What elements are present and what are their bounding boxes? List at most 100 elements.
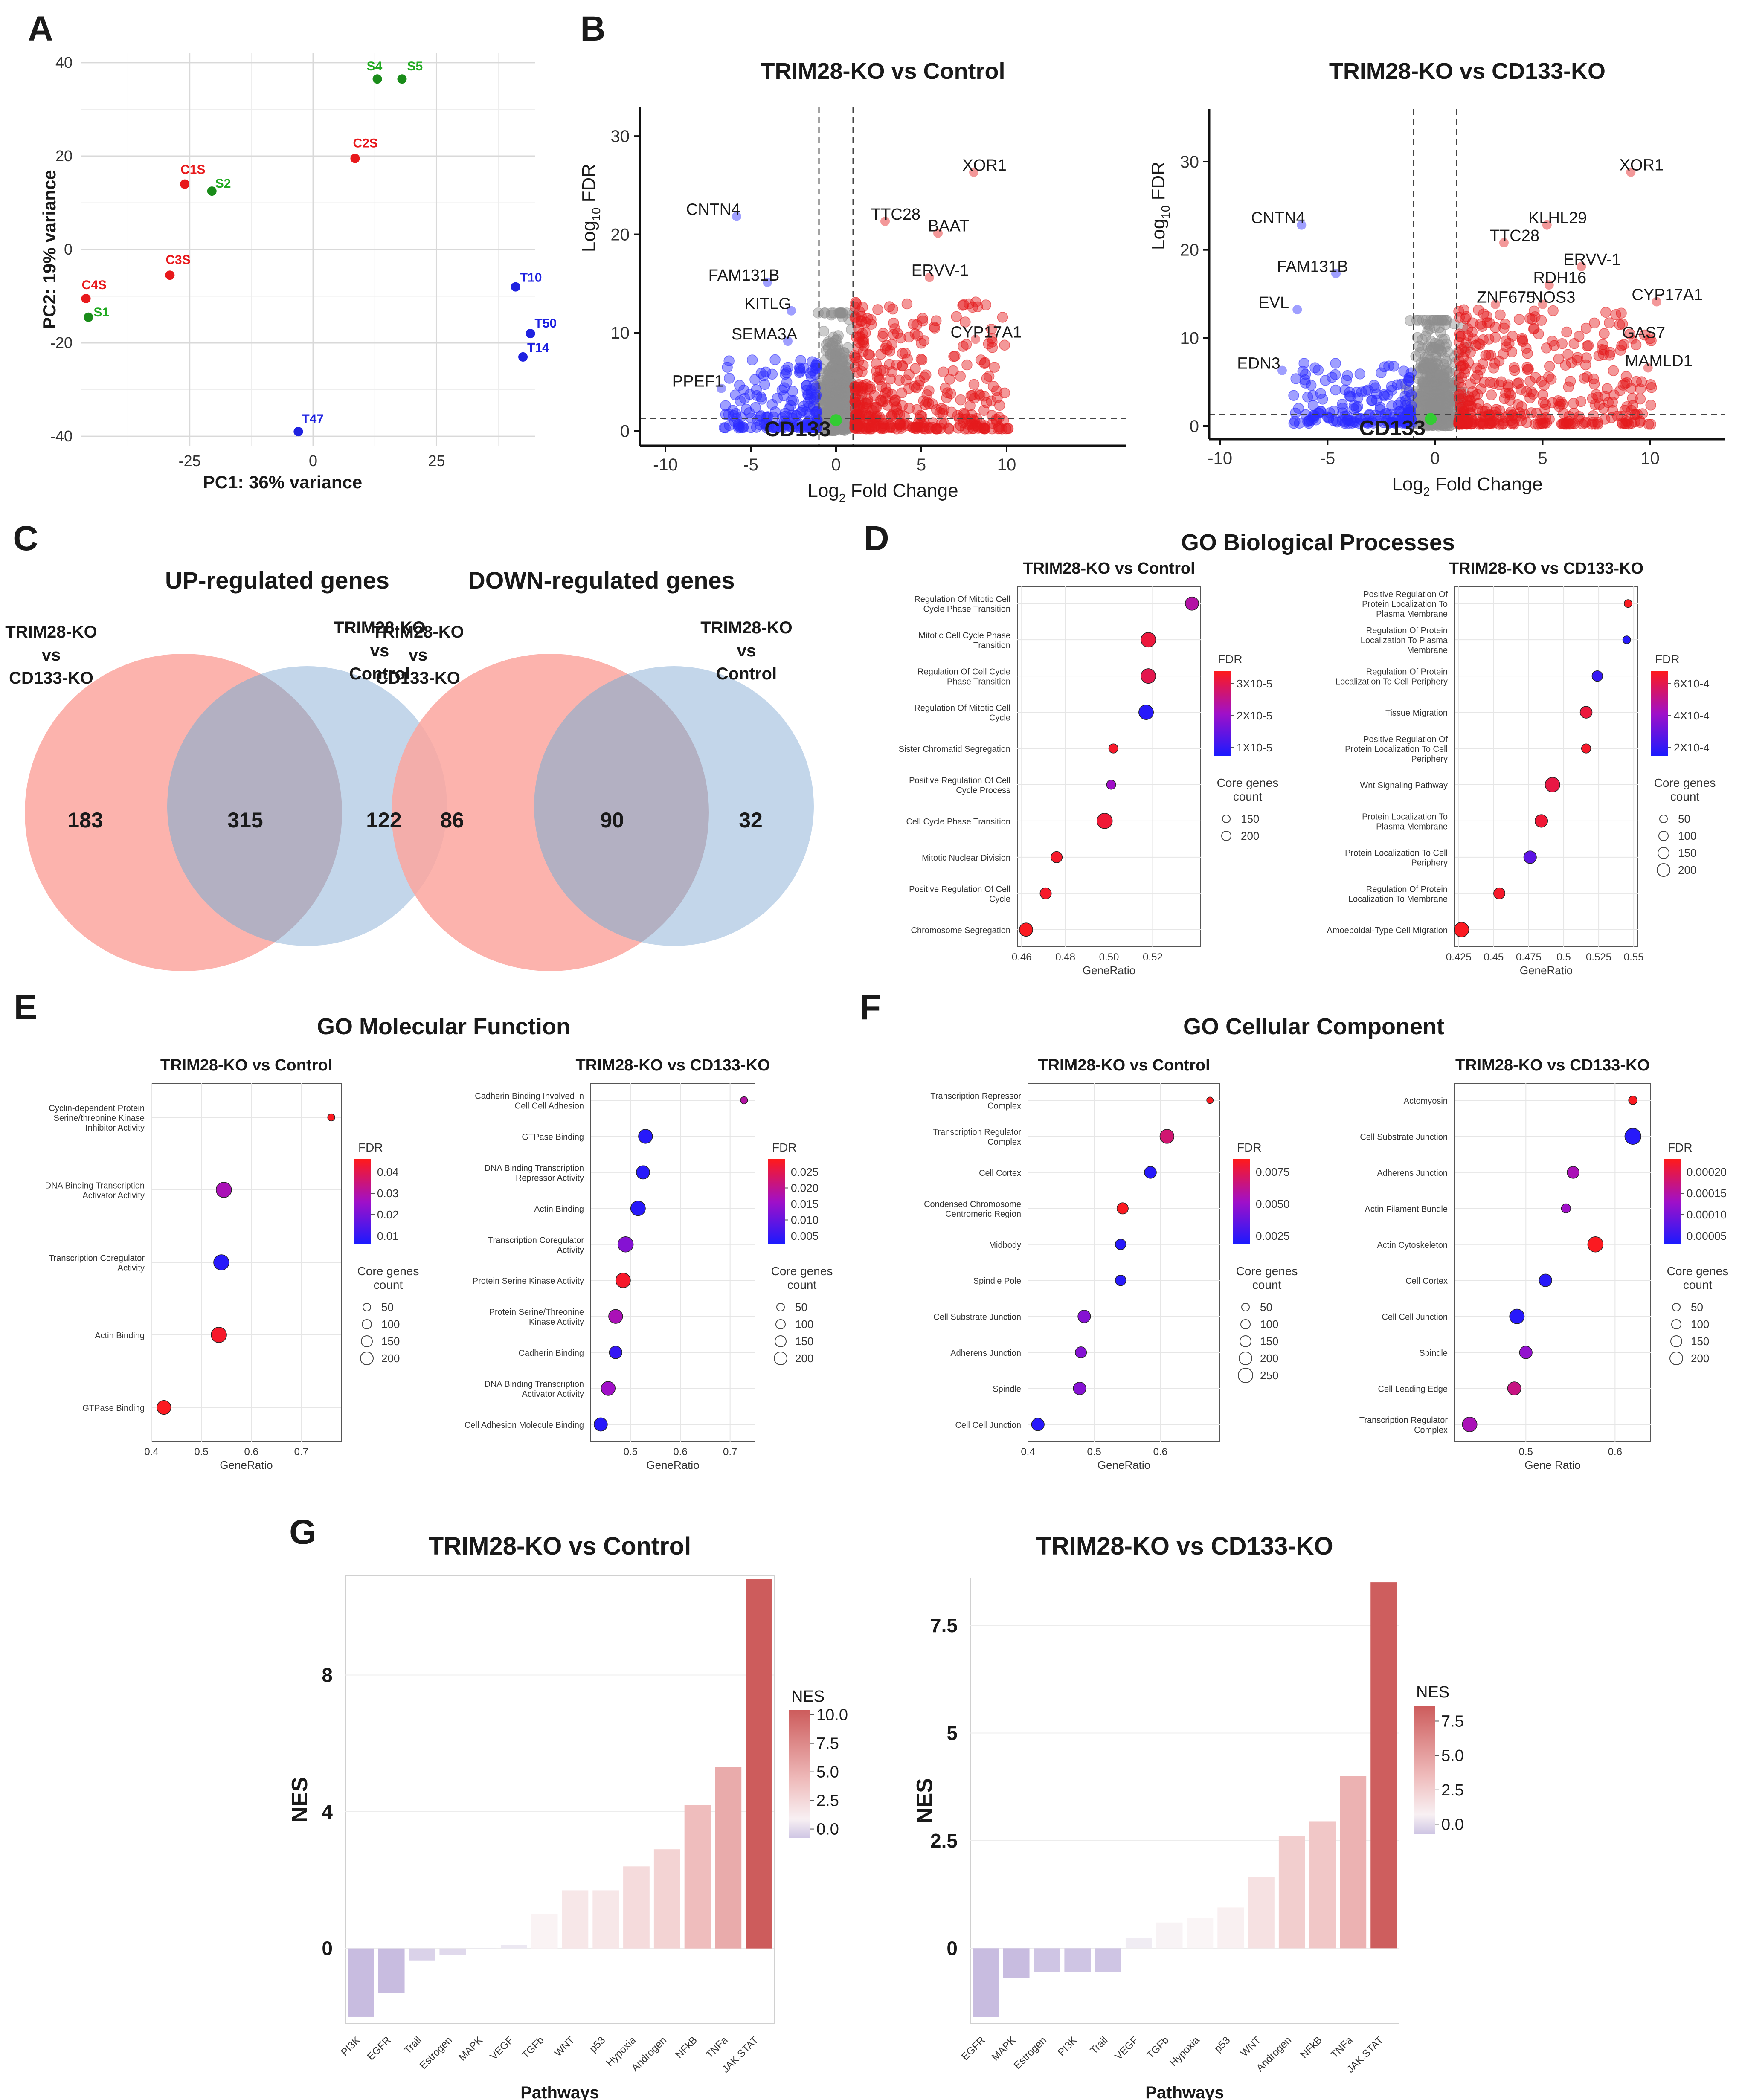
go-term-label: Cell Substrate Junction [933, 1313, 1021, 1322]
volcano-point [1499, 319, 1511, 330]
volcano-point [1463, 357, 1474, 368]
volcano-point [1533, 328, 1544, 339]
size-legend-title: Core genes count [1654, 776, 1716, 803]
color-bar-label: 0.02 [377, 1208, 399, 1221]
nes-bar [409, 1948, 436, 1961]
x-tick-label: 0.425 [1446, 951, 1472, 963]
volcano-point [885, 373, 896, 385]
venn-set-label: TRIM28-KO vs CD133-KO [5, 623, 97, 687]
volcano-point [1430, 351, 1442, 363]
pca-point-label: T10 [520, 271, 542, 285]
go-term-dot [1138, 705, 1154, 720]
x-tick-label: 0.52 [1143, 951, 1163, 963]
go-term-label: Spindle [1419, 1349, 1448, 1358]
volcano-point [825, 348, 836, 360]
gene-label: SEMA3A [732, 325, 798, 343]
go-term-label: Midbody [989, 1241, 1021, 1250]
volcano-point [1428, 390, 1440, 401]
go-term-dot [1019, 922, 1033, 937]
label-line: Adherens Junction [950, 1349, 1021, 1358]
label-line: count [1233, 790, 1263, 803]
nes-bar [1125, 1938, 1152, 1949]
pca-point [293, 427, 303, 437]
go-term-label: Regulation Of Protein Localization To Pla… [1361, 626, 1448, 655]
gene-label: PPEF1 [672, 373, 723, 391]
pca-point [84, 312, 93, 322]
highlight-label: CD133 [1359, 416, 1426, 440]
go-term-dot [1462, 1417, 1478, 1432]
volcano-point [1417, 334, 1428, 345]
volcano-point [818, 325, 829, 337]
volcano-title: TRIM28-KO vs Control [761, 58, 1005, 84]
nes-bar [531, 1914, 558, 1949]
go-term-dot [638, 1129, 653, 1144]
color-bar [789, 1710, 810, 1838]
legend-title: FDR [1218, 653, 1243, 666]
go-term-label: Sister Chromatid Segregation [899, 745, 1010, 754]
x-tick-label: 0.475 [1516, 951, 1542, 963]
nes-bar [1003, 1948, 1030, 1978]
go-term-dot [1587, 1236, 1604, 1253]
size-legend-label: 200 [1691, 1352, 1709, 1365]
volcano-point [1616, 307, 1627, 319]
pca-point [165, 270, 175, 280]
y-tick-label: 8 [322, 1664, 333, 1686]
volcano-point [997, 312, 1008, 323]
volcano-point [1621, 401, 1632, 412]
go-term-label: Cyclin-dependent Protein Serine/threonine… [49, 1104, 145, 1133]
volcano-point [1410, 351, 1421, 362]
dot-plot: TRIM28-KO vs CD133-KO Actomyosin Cell Subs… [1359, 1056, 1729, 1471]
gene-label: CNTN4 [1251, 209, 1305, 227]
size-legend-circle [1670, 1335, 1682, 1347]
label-line: Protein Serine/Threonine [489, 1308, 584, 1317]
x-tick-label: 0.6 [1608, 1446, 1622, 1458]
volcano-point [813, 307, 824, 319]
volcano-point [860, 327, 871, 339]
label-line: Mitotic Cell Cycle Phase [918, 631, 1010, 641]
volcano-point [1403, 375, 1414, 386]
volcano-point [961, 359, 973, 371]
gene-label: XOR1 [1620, 157, 1664, 174]
nes-bar [1156, 1922, 1183, 1949]
pca-point-label: T14 [527, 341, 549, 355]
go-term-label: Protein Localization To Cell Periphery [1345, 848, 1448, 867]
dot-plot-title: TRIM28-KO vs CD133-KO [1455, 1056, 1650, 1074]
nes-bar [746, 1579, 772, 1949]
legend-title: FDR [1655, 653, 1680, 666]
size-legend-label: 100 [1260, 1318, 1278, 1331]
volcano-point [865, 415, 877, 426]
volcano-point [1582, 340, 1593, 352]
label-line: Centromeric Region [945, 1210, 1021, 1219]
group-title: GO Cellular Component [1183, 1014, 1444, 1039]
pca-point [207, 186, 217, 196]
volcano-point [888, 408, 899, 420]
venn-count: 315 [227, 808, 263, 832]
volcano-point [1320, 375, 1331, 386]
size-legend-title: Core genes count [1217, 776, 1279, 803]
pca-point [511, 282, 520, 292]
venn-title: UP-regulated genes [165, 567, 389, 594]
volcano-point [948, 351, 959, 362]
category-label: TNFa [1329, 2034, 1355, 2061]
volcano-point [826, 361, 837, 372]
pca-point-label: S1 [93, 305, 109, 319]
label-line: Regulation Of Protein [1366, 885, 1448, 894]
go-term-label: Positive Regulation Of Cell Cycle Process [909, 776, 1010, 795]
size-legend-label: 50 [381, 1301, 394, 1314]
volcano-point [889, 323, 900, 334]
label-line: Cell Cortex [979, 1169, 1021, 1178]
volcano-point [1521, 417, 1533, 428]
volcano-point [964, 400, 976, 411]
y-tick-label: 20 [1180, 241, 1199, 260]
label-line: Actin Binding [95, 1331, 145, 1340]
category-label: PI3K [1056, 2034, 1080, 2058]
x-tick-label: 0.6 [244, 1446, 258, 1458]
volcano-point [1419, 383, 1430, 394]
size-legend-label: 200 [1678, 864, 1696, 876]
volcano-point [1645, 419, 1656, 430]
volcano-point [979, 423, 990, 435]
panel-letter: E [14, 988, 38, 1027]
label-line: Spindle [1419, 1349, 1448, 1358]
y-tick-label: 40 [55, 54, 73, 71]
x-axis-label: GeneRatio [1520, 964, 1573, 977]
